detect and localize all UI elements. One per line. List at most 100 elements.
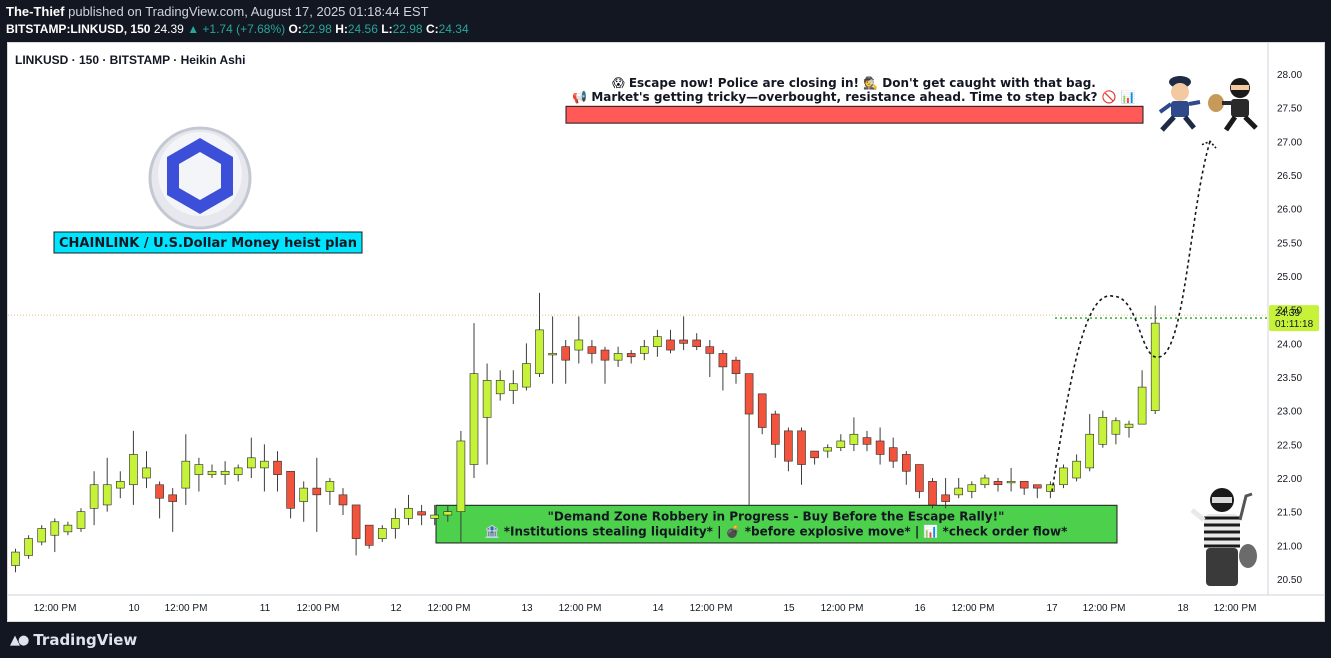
candle-body [417, 511, 426, 516]
publish-line: The-Thief published on TradingView.com, … [6, 4, 1325, 20]
price-tick-label: 24.00 [1277, 339, 1302, 350]
time-tick-label: 14 [652, 603, 664, 614]
time-tick-label: 12:00 PM [1214, 603, 1257, 614]
last-price: 24.39 [153, 22, 184, 36]
candle-body [967, 484, 977, 492]
candle-body [679, 339, 688, 344]
tradingview-logo-icon: ▲● [10, 632, 29, 648]
projection-arrowhead [1201, 140, 1217, 149]
candle-body [312, 487, 322, 496]
candle-body [522, 363, 531, 388]
candle-body [377, 528, 387, 539]
candle-body [744, 373, 754, 415]
candle-body [1006, 481, 1016, 484]
time-tick-label: 18 [1177, 603, 1189, 614]
candle-body [666, 339, 675, 351]
candle-body [941, 494, 950, 502]
candle-body [639, 346, 649, 354]
candle-body [443, 511, 453, 516]
candle-body [757, 393, 767, 428]
candle-body [1098, 417, 1108, 445]
demand-zone-title: "Demand Zone Robbery in Progress - Buy B… [548, 509, 1005, 523]
candle-body [325, 481, 335, 492]
demand-zone-subtitle: 🏦 *Institutions stealing liquidity* | 💣 … [485, 524, 1068, 539]
candle-body [495, 380, 505, 395]
publisher-name[interactable]: The-Thief [6, 4, 65, 19]
candle-body [155, 484, 164, 499]
tradingview-logo[interactable]: ▲● TradingView [10, 631, 137, 649]
candle-body [718, 353, 728, 368]
candle-body [456, 440, 466, 512]
candle-body [849, 433, 859, 445]
time-tick-label: 16 [914, 603, 926, 614]
time-tick-label: 10 [128, 603, 140, 614]
candle-body [810, 450, 819, 459]
time-tick-label: 12 [390, 603, 402, 614]
candle-body [1085, 433, 1094, 469]
candle-body [273, 460, 282, 475]
brand-name: TradingView [33, 631, 138, 649]
candle-body [862, 437, 872, 445]
price-change: ▲ +1.74 (+7.68%) [187, 22, 286, 36]
candle-body [338, 494, 348, 506]
candle-body [1059, 467, 1068, 486]
candle-body [901, 454, 911, 472]
candle-body [76, 511, 86, 529]
close-label: C: [425, 22, 439, 36]
candle-body [1137, 386, 1147, 425]
candle-body [247, 457, 256, 469]
demand-zone-box [435, 504, 1118, 544]
publish-info: published on TradingView.com, August 17,… [64, 4, 429, 19]
price-tick-label: 21.00 [1277, 541, 1302, 552]
candle-body [915, 464, 924, 492]
running-thief-icon [1208, 78, 1258, 132]
current-price-tag [1269, 305, 1319, 332]
candle-body [587, 346, 597, 354]
candle-body [1046, 484, 1055, 492]
candle-body [181, 460, 191, 489]
time-tick-label: 13 [521, 603, 533, 614]
candle-body [404, 507, 413, 519]
time-tick-label: 17 [1046, 603, 1058, 614]
candle-body [299, 487, 309, 502]
time-tick-label: 12:00 PM [165, 603, 208, 614]
countdown-timer: 01:11:18 [1275, 319, 1314, 330]
candle-body [482, 380, 492, 418]
price-tick-label: 26.50 [1277, 171, 1302, 182]
candle-body [836, 440, 846, 449]
candle-body [692, 339, 702, 348]
price-tick-label: 20.50 [1277, 575, 1302, 586]
candle-body [1019, 481, 1029, 489]
heist-plan-label: CHAINLINK / U.S.Dollar Money heist plan [59, 236, 357, 251]
candle-body [928, 481, 937, 506]
candle-body [102, 484, 112, 506]
time-tick-label: 12:00 PM [690, 603, 733, 614]
symbol-label: BITSTAMP:LINKUSD, 150 [6, 22, 151, 36]
candle-body [11, 551, 20, 566]
open-label: O: [288, 22, 302, 36]
price-tick-label: 25.00 [1277, 272, 1302, 283]
candle-body [233, 467, 243, 475]
chart-title: LINKUSD · 150 · BITSTAMP · Heikin Ashi [15, 53, 245, 67]
candle-body [1033, 484, 1042, 489]
candle-body [548, 353, 557, 356]
market-warning-message: 📢 Market's getting tricky—overbought, re… [572, 90, 1136, 104]
price-tick-label: 25.50 [1277, 238, 1302, 249]
price-tick-label: 24.50 [1277, 306, 1302, 317]
price-chart[interactable]: "Demand Zone Robbery in Progress - Buy B… [0, 0, 1331, 622]
price-tick-label: 27.50 [1277, 104, 1302, 115]
candle-body [168, 494, 177, 502]
time-tick-label: 12:00 PM [34, 603, 77, 614]
time-tick-label: 12:00 PM [821, 603, 864, 614]
time-tick-label: 11 [260, 603, 271, 614]
candle-body [194, 464, 204, 475]
police-officer-icon [1158, 76, 1201, 132]
price-tick-label: 22.50 [1277, 440, 1302, 451]
candle-body [784, 430, 793, 462]
candle-body [561, 346, 571, 361]
candle-body [430, 514, 440, 519]
candle-body [574, 339, 584, 351]
time-tick-label: 12:00 PM [1083, 603, 1126, 614]
candle-body [954, 487, 964, 496]
candle-body [993, 481, 1003, 486]
